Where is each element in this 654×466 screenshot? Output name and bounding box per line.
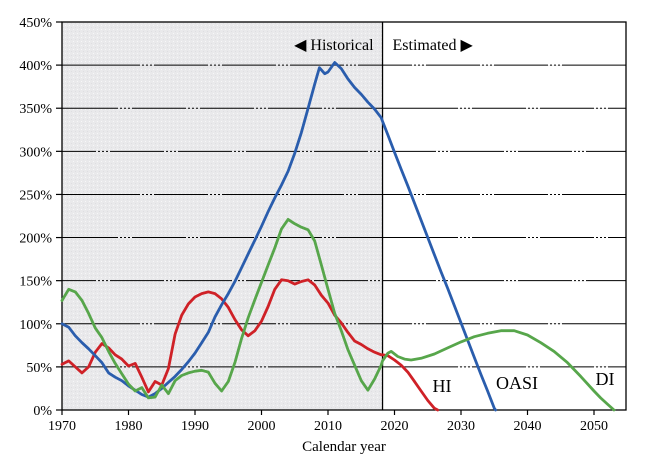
series-label-hi: HI (433, 376, 452, 396)
axis-ticks (56, 21, 595, 415)
y-axis-label: 150% (19, 275, 52, 290)
y-axis-label: 50% (26, 361, 52, 376)
y-axis-label: 400% (19, 59, 52, 74)
x-axis-label: 2000 (248, 419, 276, 434)
historical-region-label: ◀ Historical (294, 37, 374, 54)
x-axis-label: 2030 (447, 419, 475, 434)
series-label-di: DI (596, 369, 615, 389)
series-line-oasi (60, 61, 498, 412)
x-axis-label: 2040 (514, 419, 542, 434)
gridlines (62, 64, 626, 368)
x-axis-label: 1990 (181, 419, 209, 434)
y-axis-label: 100% (19, 318, 52, 333)
x-axis-label: 2020 (381, 419, 409, 434)
x-axis-label: 1970 (48, 419, 76, 434)
y-axis-label: 300% (19, 145, 52, 160)
x-axis-title: Calendar year (302, 439, 386, 455)
estimated-region-label: Estimated ▶ (393, 37, 474, 54)
plot-border (61, 21, 627, 411)
y-axis-label: 350% (19, 102, 52, 117)
series-line-di (60, 217, 616, 412)
y-axis-label: 250% (19, 188, 52, 203)
series-label-oasi: OASI (496, 373, 538, 393)
y-axis-label: 450% (19, 16, 52, 31)
x-axis-label: 1980 (115, 419, 143, 434)
x-axis-label: 2010 (314, 419, 342, 434)
historical-region (62, 22, 383, 410)
y-axis-label: 200% (19, 232, 52, 247)
y-axis-label: 0% (33, 404, 52, 419)
series-line-hi (60, 278, 440, 412)
x-axis-label: 2050 (580, 419, 608, 434)
